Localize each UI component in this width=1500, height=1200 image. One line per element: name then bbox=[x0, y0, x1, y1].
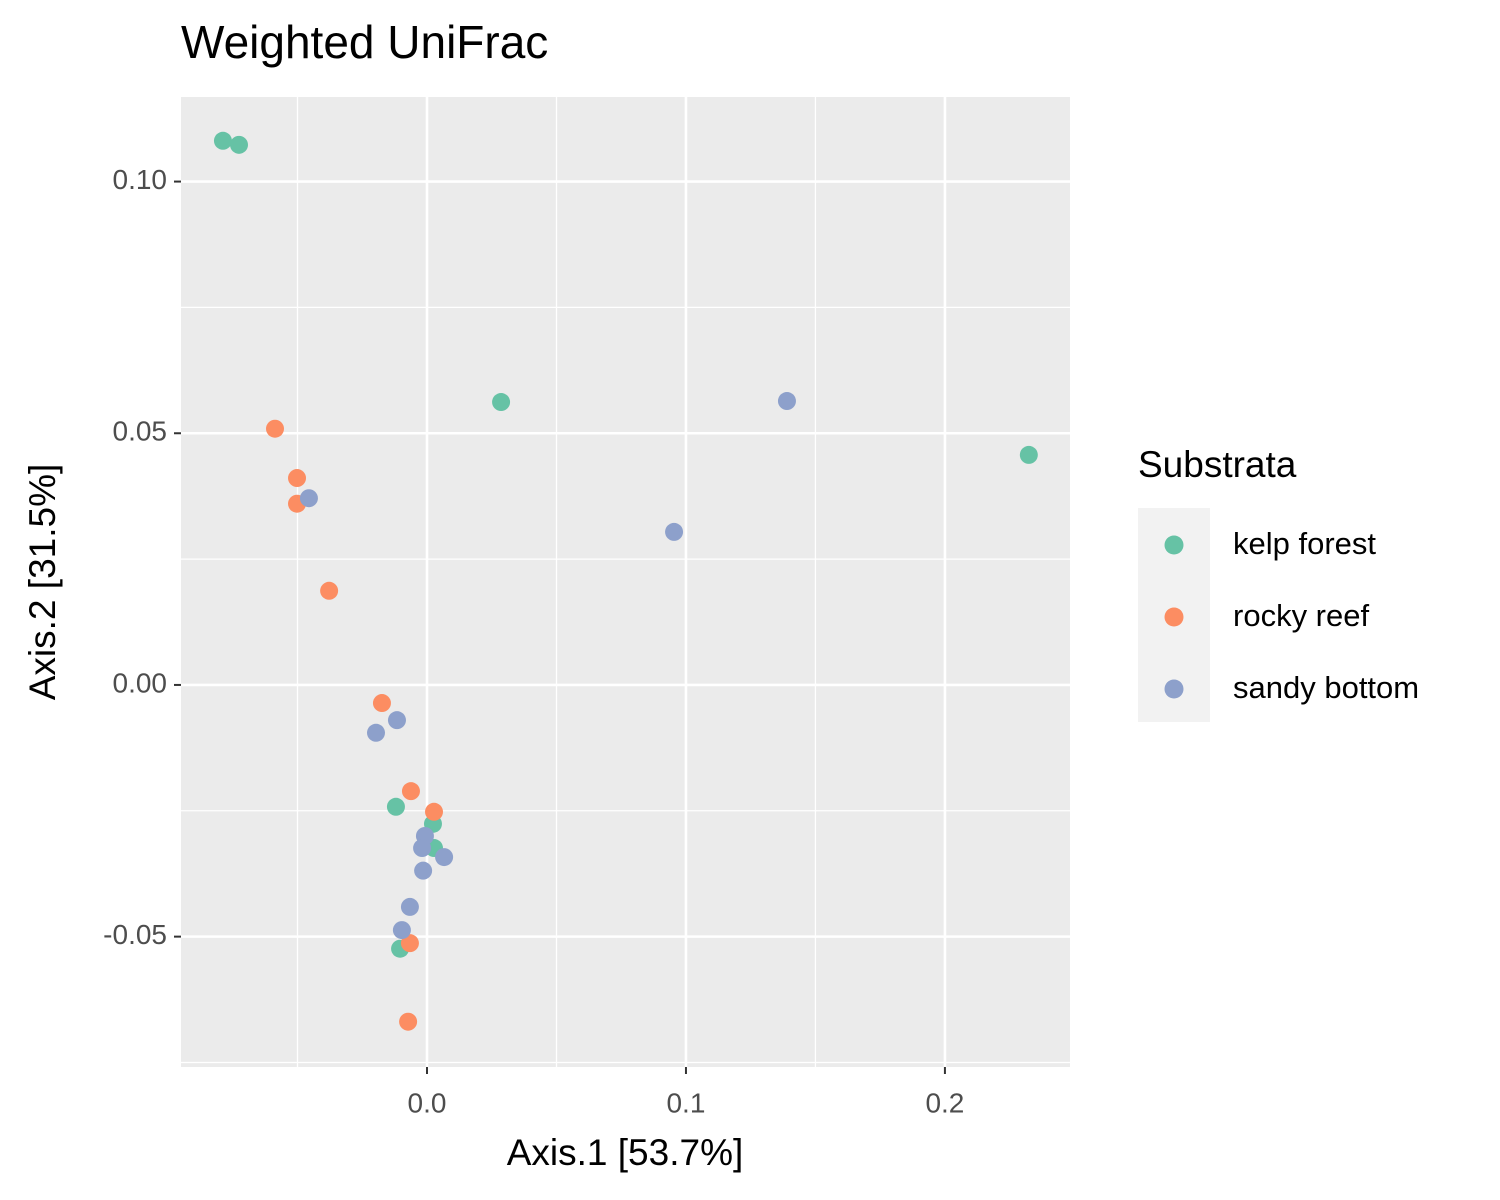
scatter-point bbox=[386, 797, 405, 816]
scatter-point bbox=[400, 934, 419, 953]
legend-label: sandy bottom bbox=[1233, 670, 1419, 705]
legend-swatch bbox=[1164, 679, 1184, 699]
scatter-point bbox=[387, 711, 406, 730]
x-axis-title: Axis.1 [53.7%] bbox=[507, 1132, 744, 1173]
legend-swatch bbox=[1164, 607, 1184, 627]
plot-panel bbox=[181, 97, 1070, 1067]
scatter-point bbox=[399, 1012, 418, 1031]
y-axis-title: Axis.2 [31.5%] bbox=[22, 464, 63, 701]
scatter-point bbox=[400, 897, 419, 916]
scatter-point bbox=[414, 861, 433, 880]
y-tick-label: 0.05 bbox=[113, 416, 168, 447]
scatter-point bbox=[665, 522, 684, 541]
scatter-point bbox=[230, 135, 249, 154]
legend-label: kelp forest bbox=[1233, 526, 1376, 561]
scatter-point bbox=[777, 392, 796, 411]
scatter-point bbox=[425, 802, 444, 821]
y-tick-label: -0.05 bbox=[103, 919, 167, 950]
scatter-point bbox=[320, 581, 339, 600]
legend-label: rocky reef bbox=[1233, 598, 1369, 633]
x-tick-label: 0.1 bbox=[666, 1087, 705, 1118]
scatter-point bbox=[492, 393, 511, 412]
scatter-point bbox=[413, 839, 432, 858]
chart-title: Weighted UniFrac bbox=[181, 16, 548, 68]
legend-title: Substrata bbox=[1138, 444, 1297, 485]
x-tick-label: 0.2 bbox=[925, 1087, 964, 1118]
scatter-point bbox=[366, 723, 385, 742]
scatter-point bbox=[288, 469, 307, 488]
x-tick-label: 0.0 bbox=[408, 1087, 447, 1118]
scatter-point bbox=[392, 921, 411, 940]
scatter-point bbox=[299, 489, 318, 508]
scatter-point bbox=[266, 419, 285, 438]
legend-swatch bbox=[1164, 535, 1184, 555]
scatter-point bbox=[401, 782, 420, 801]
scatter-point bbox=[435, 848, 454, 867]
scatter-point bbox=[372, 694, 391, 713]
scatter-point bbox=[1019, 445, 1038, 464]
y-tick-label: 0.00 bbox=[113, 667, 168, 698]
y-tick-label: 0.10 bbox=[113, 164, 168, 195]
scatter-point bbox=[213, 131, 232, 150]
